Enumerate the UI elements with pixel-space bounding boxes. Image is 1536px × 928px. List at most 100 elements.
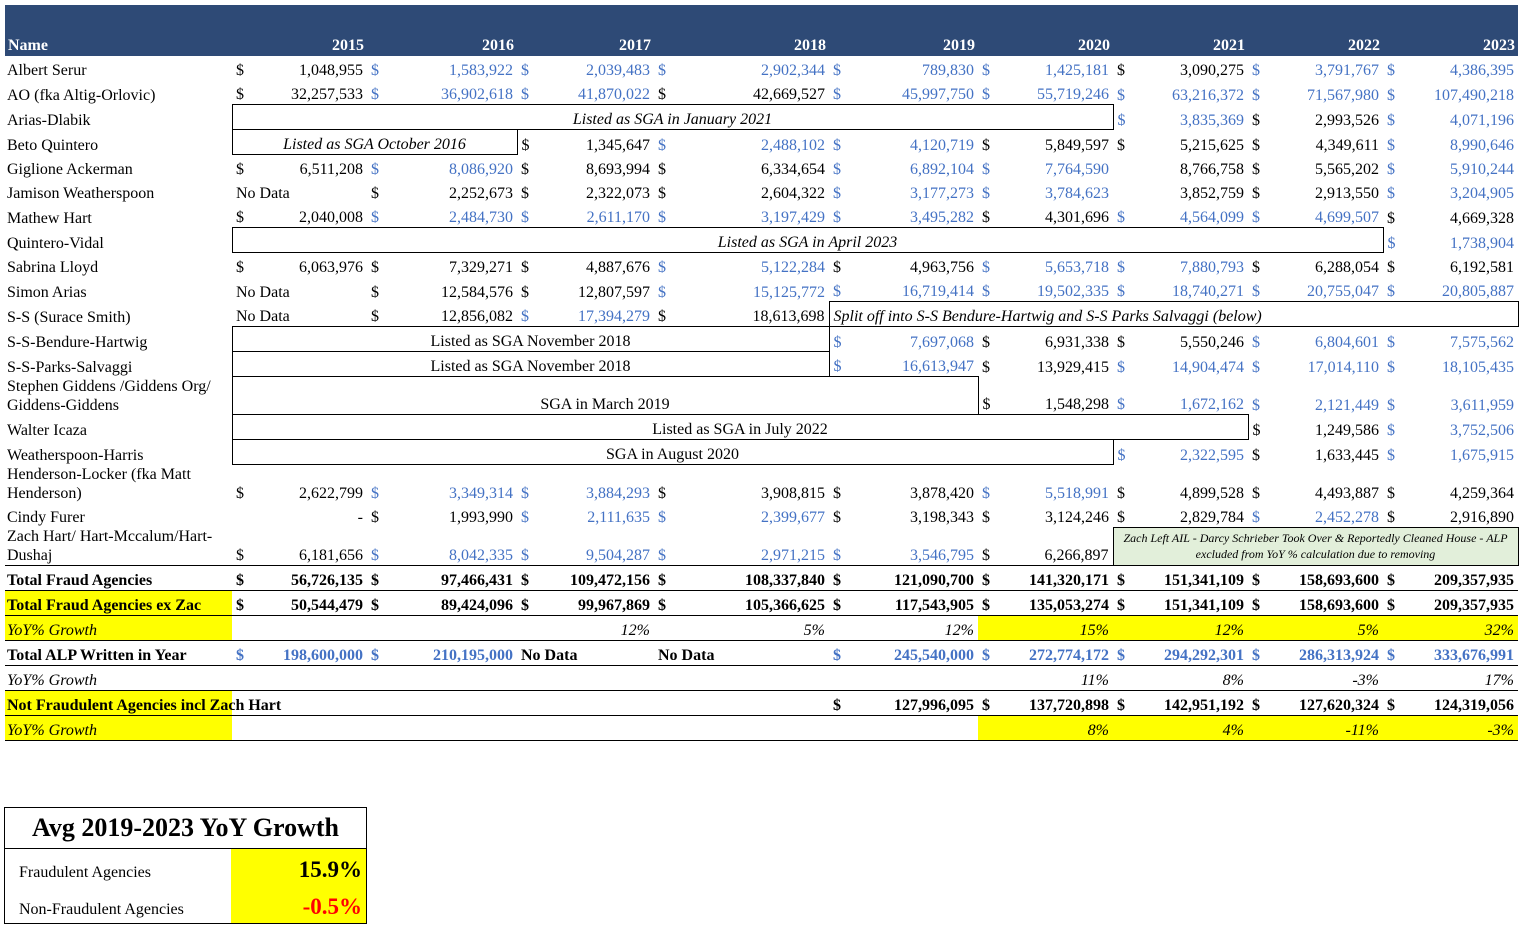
currency: $ (1252, 259, 1260, 276)
empty-cell (829, 715, 978, 741)
cell-content: $5,518,991 (982, 484, 1109, 503)
cell-content: $41,870,022 (521, 85, 650, 104)
amount: 6,288,054 (1315, 259, 1379, 276)
amount: 135,053,274 (1029, 597, 1109, 614)
cell-content: $3,197,429 (658, 208, 825, 227)
amount: 6,266,897 (1044, 547, 1109, 564)
value-cell: -3% (1383, 715, 1518, 741)
amount: 108,337,840 (745, 572, 825, 589)
value-cell: $32,257,533 (232, 80, 367, 105)
row-name: Zach Hart/ Hart-Mccalum/Hart-Dushaj (7, 528, 213, 564)
value-cell: $3,611,959 (1383, 377, 1518, 415)
currency: $ (833, 484, 841, 502)
currency: $ (1387, 86, 1395, 104)
summary-value: -0.5% (231, 886, 367, 924)
row-name: Quintero-Vidal (7, 234, 104, 252)
value-cell: $42,669,527 (654, 80, 829, 105)
value-cell: $18,105,435 (1383, 352, 1518, 377)
currency: $ (833, 86, 841, 103)
amount: 3,852,759 (1180, 185, 1244, 202)
currency: $ (1252, 209, 1260, 226)
value-cell: $209,357,935 (1383, 590, 1518, 616)
value-cell: $4,301,696 (978, 203, 1113, 228)
amount: 1,675,915 (1450, 446, 1514, 464)
currency: $ (1387, 484, 1395, 502)
amount: -3% (1487, 722, 1514, 739)
header-cell: 2017 (517, 5, 654, 56)
row-name: Mathew Hart (7, 209, 92, 227)
amount: 272,774,172 (1029, 647, 1109, 664)
amount: 4,669,328 (1450, 209, 1514, 227)
amount: 7,697,068 (910, 333, 974, 351)
value-cell: 12% (1113, 615, 1248, 641)
amount: 41,870,022 (578, 86, 650, 103)
amount: 97,466,431 (441, 572, 513, 589)
amount: 32% (1484, 622, 1514, 639)
row: Not Fraudulent Agencies incl Zach Hart $1… (5, 690, 1518, 716)
cell-content: $71,567,980 (1252, 86, 1379, 105)
value-cell: $2,399,677 (654, 503, 829, 528)
value-cell: $117,543,905 (829, 590, 978, 616)
value-cell: $5,122,284 (654, 253, 829, 278)
currency: $ (1387, 136, 1395, 154)
currency: $ (982, 509, 990, 526)
cell-content: $158,693,600 (1252, 571, 1379, 590)
amount: 3,124,246 (1045, 509, 1109, 526)
amount: No Data (236, 283, 290, 301)
cell-content: $2,604,322 (658, 184, 825, 203)
value-cell: $3,495,282 (829, 203, 978, 228)
amount: 4,120,719 (910, 136, 974, 154)
amount: 210,195,000 (433, 647, 513, 664)
cell-content: $124,319,056 (1387, 696, 1514, 715)
amount: 7,575,562 (1450, 333, 1514, 351)
cell-content: $151,341,109 (1117, 596, 1244, 615)
currency: $ (1252, 358, 1260, 376)
cell-content: $89,424,096 (371, 596, 513, 615)
value-cell: $2,322,073 (517, 179, 654, 203)
value-cell: No Data (232, 277, 367, 302)
amount: 8,990,646 (1450, 136, 1514, 154)
row-name: Jamison Weatherspoon (7, 185, 155, 202)
cell-content: $5,653,718 (982, 258, 1109, 277)
value-cell: $272,774,172 (978, 640, 1113, 666)
amount: 12,856,082 (441, 308, 513, 325)
value-cell: $124,319,056 (1383, 690, 1518, 716)
cell-content: 12% (1117, 621, 1244, 640)
cell-content: $4,259,364 (1387, 484, 1514, 503)
currency: $ (371, 86, 379, 103)
amount: 2,604,322 (761, 185, 825, 202)
currency: $ (1117, 572, 1125, 589)
currency: $ (1252, 161, 1260, 178)
cell-content: 12% (521, 621, 650, 640)
currency: $ (1387, 161, 1395, 178)
cell-content: $108,337,840 (658, 571, 825, 590)
currency: $ (982, 283, 990, 300)
amount: 3,784,623 (1045, 185, 1109, 202)
currency: $ (1387, 396, 1395, 414)
currency: $ (833, 62, 841, 79)
note-cell: Zach Left AIL - Darcy Schrieber Took Ove… (1112, 526, 1519, 566)
value-cell: 32% (1383, 615, 1518, 641)
value-cell: $5,910,244 (1383, 155, 1518, 180)
amount: 105,366,625 (745, 597, 825, 614)
amount: 142,951,192 (1164, 697, 1244, 714)
amount: 6,931,338 (1045, 333, 1109, 351)
cell-content: $8,990,646 (1387, 136, 1514, 155)
amount: 2,971,215 (761, 547, 825, 564)
currency: $ (982, 161, 990, 178)
cell-content: $6,181,656 (236, 546, 363, 565)
cell-content: $2,040,008 (236, 208, 363, 227)
currency: $ (833, 547, 841, 564)
currency: $ (1387, 647, 1395, 664)
cell-content: $99,967,869 (521, 596, 650, 615)
header-cell: 2021 (1113, 5, 1248, 56)
summary-row: Non-Fraudulent Agencies -0.5% (5, 886, 367, 924)
cell-content: $6,804,601 (1252, 333, 1379, 352)
cell-content: $4,699,507 (1252, 208, 1379, 227)
currency: $ (1387, 209, 1395, 227)
cell-content: $2,399,677 (658, 508, 825, 527)
amount: 2,039,483 (586, 62, 650, 79)
cell-content: $2,829,784 (1117, 508, 1244, 527)
cell-content: $142,951,192 (1117, 696, 1244, 715)
row-name: Arias-Dlabik (7, 111, 91, 129)
